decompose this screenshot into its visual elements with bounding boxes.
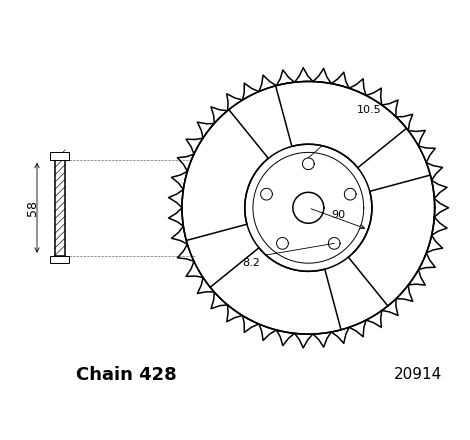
Bar	[55, 160, 65, 256]
Bar	[50, 152, 69, 160]
Polygon shape	[210, 248, 341, 334]
Bar	[50, 256, 69, 263]
Text: 10.5: 10.5	[356, 105, 381, 115]
Text: Chain 428: Chain 428	[76, 366, 177, 384]
Polygon shape	[348, 175, 435, 306]
Polygon shape	[275, 81, 407, 168]
Text: 58: 58	[25, 200, 39, 216]
Text: 90: 90	[331, 210, 346, 220]
Text: 8.2: 8.2	[243, 258, 260, 268]
Text: 20914: 20914	[394, 367, 442, 382]
Polygon shape	[182, 110, 268, 241]
